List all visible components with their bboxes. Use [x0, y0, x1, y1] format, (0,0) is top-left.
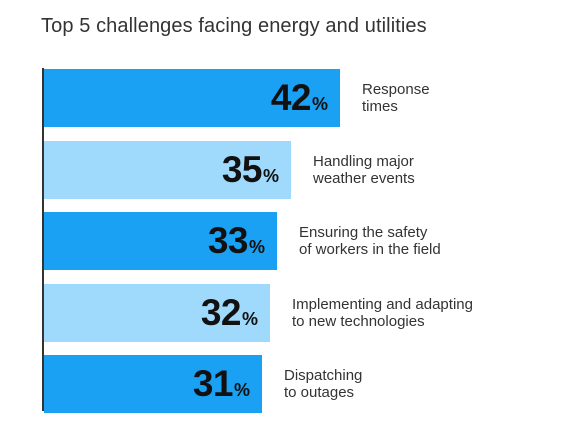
- bar-value-number: 42: [270, 77, 312, 118]
- bar: [44, 141, 291, 199]
- category-label: Handling major weather events: [313, 153, 415, 187]
- y-axis-line: [42, 68, 44, 411]
- bar: [44, 355, 262, 413]
- bar-value-percent-sign: %: [262, 166, 279, 186]
- bar-value-label: 42%: [271, 69, 328, 127]
- category-label: Response times: [362, 81, 430, 115]
- bar-value-label: 33%: [208, 212, 265, 270]
- bar: [44, 212, 277, 270]
- chart-title: Top 5 challenges facing energy and utili…: [41, 15, 427, 37]
- category-label: Ensuring the safety of workers in the fi…: [299, 224, 441, 258]
- bar-value-percent-sign: %: [233, 380, 250, 400]
- bar-value-number: 32: [200, 292, 242, 333]
- bar-value-percent-sign: %: [241, 309, 258, 329]
- category-label: Dispatching to outages: [284, 367, 363, 401]
- bar-value-percent-sign: %: [311, 94, 328, 114]
- bar-value-percent-sign: %: [248, 237, 265, 257]
- bar-value-number: 35: [221, 149, 263, 190]
- bar-value-label: 31%: [193, 355, 250, 413]
- bar: [44, 69, 340, 127]
- bar-value-label: 32%: [201, 284, 258, 342]
- bar-value-number: 31: [192, 363, 234, 404]
- category-label: Implementing and adapting to new technol…: [292, 296, 473, 330]
- bar: [44, 284, 270, 342]
- bar-value-number: 33: [207, 220, 249, 261]
- bar-value-label: 35%: [222, 141, 279, 199]
